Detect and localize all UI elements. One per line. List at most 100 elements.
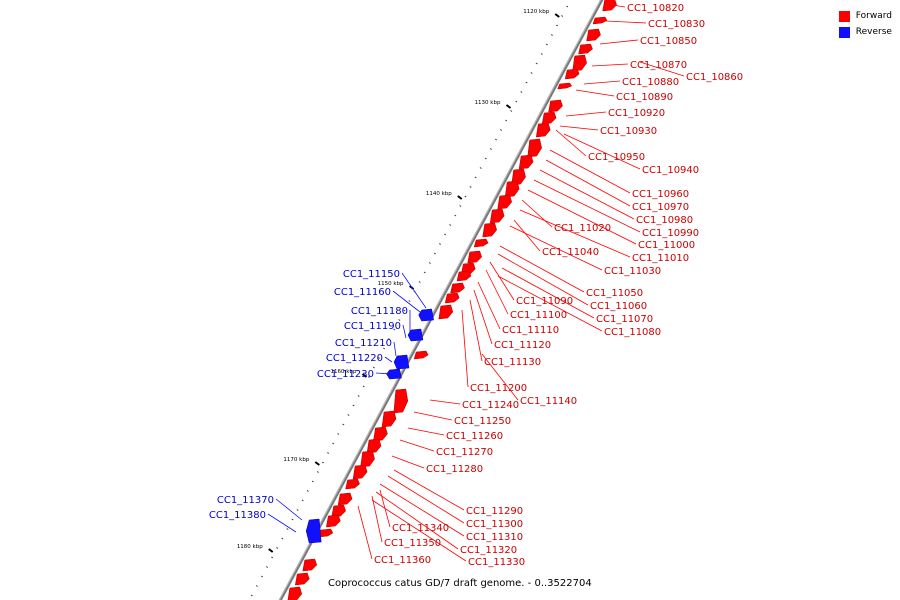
minor-tick bbox=[311, 480, 314, 483]
minor-tick bbox=[525, 81, 528, 84]
forward-gene-block bbox=[331, 504, 346, 518]
forward-leader-line bbox=[599, 39, 639, 45]
forward-gene-label: CC1_10990 bbox=[642, 228, 699, 239]
forward-leader-line bbox=[413, 411, 453, 421]
minor-tick bbox=[398, 319, 401, 321]
minor-tick bbox=[444, 233, 447, 236]
forward-gene-block bbox=[578, 43, 593, 55]
forward-label: Forward bbox=[855, 11, 892, 21]
forward-leader-line bbox=[429, 399, 461, 405]
forward-gene-block bbox=[473, 238, 489, 248]
forward-gene-block bbox=[287, 586, 303, 600]
forward-leader-line bbox=[575, 89, 615, 97]
reverse-gene-label: CC1_11230 bbox=[317, 369, 374, 380]
forward-leader-line bbox=[521, 199, 553, 228]
forward-gene-block bbox=[413, 350, 429, 360]
minor-tick bbox=[291, 518, 294, 521]
minor-tick bbox=[342, 423, 345, 426]
forward-gene-block bbox=[444, 292, 460, 304]
forward-leader-line bbox=[605, 20, 647, 24]
forward-gene-label: CC1_11240 bbox=[462, 400, 519, 411]
minor-tick bbox=[530, 72, 533, 74]
forward-leader-line bbox=[379, 483, 465, 537]
tick-label: 1180 kbp bbox=[237, 544, 263, 550]
reverse-swatch bbox=[838, 26, 850, 38]
tick-label: 1170 kbp bbox=[283, 457, 309, 463]
forward-gene-label: CC1_11010 bbox=[632, 253, 689, 264]
minor-tick bbox=[388, 338, 391, 340]
major-tick bbox=[314, 461, 320, 466]
reverse-gene-block bbox=[386, 368, 402, 380]
forward-leader-line bbox=[469, 299, 483, 362]
major-tick bbox=[361, 373, 368, 378]
forward-gene-block bbox=[504, 180, 520, 198]
minor-tick bbox=[352, 404, 355, 407]
forward-gene-block bbox=[318, 528, 334, 538]
reverse-gene-block bbox=[407, 328, 424, 342]
minor-tick bbox=[535, 62, 538, 65]
minor-tick bbox=[540, 53, 543, 55]
minor-tick bbox=[281, 537, 284, 540]
major-tick bbox=[457, 195, 463, 200]
legend-forward: Forward bbox=[838, 8, 892, 24]
forward-gene-block bbox=[482, 222, 497, 238]
minor-tick bbox=[301, 499, 304, 502]
forward-gene-block bbox=[345, 478, 360, 490]
forward-gene-label: CC1_11050 bbox=[586, 288, 643, 299]
forward-gene-block bbox=[393, 388, 409, 414]
forward-gene-block bbox=[564, 68, 580, 80]
forward-gene-label: CC1_11310 bbox=[466, 532, 523, 543]
minor-tick bbox=[347, 414, 350, 416]
forward-gene-label: CC1_11290 bbox=[466, 506, 523, 517]
minor-tick bbox=[266, 566, 269, 568]
forward-gene-block bbox=[381, 410, 397, 428]
reverse-gene-label: CC1_11180 bbox=[351, 306, 408, 317]
forward-gene-label: CC1_11360 bbox=[374, 555, 431, 566]
forward-gene-block bbox=[337, 492, 353, 506]
forward-gene-label: CC1_11200 bbox=[470, 383, 527, 394]
forward-gene-label: CC1_11110 bbox=[502, 325, 559, 336]
reverse-gene-label: CC1_11370 bbox=[217, 495, 274, 506]
minor-tick bbox=[500, 129, 503, 131]
forward-gene-label: CC1_10830 bbox=[648, 19, 705, 30]
minor-tick bbox=[505, 119, 508, 122]
genome-axis bbox=[278, 0, 604, 600]
major-tick bbox=[505, 104, 512, 109]
minor-tick bbox=[337, 433, 340, 435]
reverse-leader-line bbox=[267, 513, 297, 533]
forward-gene-label: CC1_11280 bbox=[426, 464, 483, 475]
reverse-leader-line bbox=[402, 324, 407, 339]
forward-gene-block bbox=[450, 282, 465, 294]
minor-tick bbox=[418, 281, 421, 283]
forward-swatch bbox=[838, 10, 850, 22]
forward-gene-label: CC1_11030 bbox=[604, 266, 661, 277]
minor-tick bbox=[469, 186, 472, 188]
forward-leader-line bbox=[539, 169, 635, 220]
minor-tick bbox=[327, 452, 330, 454]
minor-tick bbox=[438, 243, 442, 245]
minor-tick bbox=[271, 556, 274, 559]
forward-gene-label: CC1_10970 bbox=[632, 202, 689, 213]
forward-leader-line bbox=[399, 439, 435, 452]
minor-tick bbox=[377, 357, 380, 359]
forward-gene-label: CC1_11070 bbox=[596, 314, 653, 325]
forward-gene-label: CC1_11080 bbox=[604, 327, 661, 338]
minor-tick bbox=[484, 157, 487, 160]
forward-leader-line bbox=[481, 353, 519, 401]
minor-tick bbox=[316, 471, 319, 473]
forward-gene-block bbox=[557, 82, 573, 90]
minor-tick bbox=[367, 376, 370, 378]
forward-gene-block bbox=[518, 154, 534, 170]
forward-leader-line bbox=[375, 491, 459, 550]
tick-label: 1160 kbp bbox=[331, 369, 357, 375]
forward-leader-line bbox=[371, 499, 467, 562]
forward-gene-label: CC1_11060 bbox=[590, 301, 647, 312]
forward-gene-label: CC1_10860 bbox=[686, 72, 743, 83]
forward-gene-label: CC1_11120 bbox=[494, 340, 551, 351]
reverse-leader-line bbox=[401, 272, 427, 309]
forward-leader-line bbox=[393, 469, 465, 511]
forward-leader-line bbox=[545, 159, 631, 207]
minor-tick bbox=[321, 461, 325, 464]
minor-tick bbox=[520, 91, 523, 93]
minor-tick bbox=[403, 309, 406, 312]
